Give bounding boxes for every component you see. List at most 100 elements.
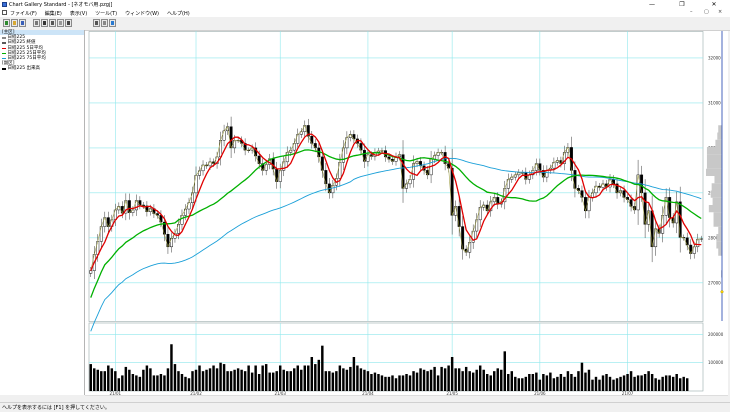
series-item-volume[interactable]: 日経225 出来高 [0,66,84,71]
volume-bar [194,369,198,391]
volume-bar [159,374,163,391]
open-icon[interactable] [11,19,18,27]
y-tick-label: 31000 [708,100,721,105]
menu-file[interactable]: ファイル(F) [10,11,37,17]
volume-profile-bar [721,270,722,278]
copy-icon[interactable] [101,19,108,27]
series-item-close[interactable]: 日経225 終値 [0,40,84,45]
document-icon[interactable] [2,10,7,15]
volume-bar [166,368,170,391]
horizontal-scrollbar[interactable] [85,395,728,403]
series-item-ma75[interactable]: 日経225 75日平均 [0,56,84,61]
minimize-button[interactable]: — [649,1,655,8]
candle-body [219,140,223,158]
volume-profile-bar [714,176,722,184]
candle-body [664,197,668,216]
volume-bar [93,368,96,391]
volume-bar [643,374,647,391]
volume-bar [626,374,629,391]
series-item-ma25[interactable]: 日経225 25日平均 [0,51,84,56]
volume-bar [307,365,310,391]
mdi-restore-button[interactable]: ▢ [704,9,709,15]
cursor-marker [720,290,724,294]
price-chart[interactable]: 27000280002900030000310003200021/0121/02… [85,31,728,396]
volume-bar [103,371,107,391]
volume-bar [436,375,440,391]
volume-bar [591,379,594,391]
candle-body [331,184,335,194]
volume-bar [478,365,482,391]
candle-body [180,215,184,225]
volume-bar [524,376,528,391]
volume-bar [401,375,405,391]
volume-profile-bar [706,147,722,155]
volume-bar [654,378,657,391]
candle-body [278,170,282,182]
volume-bar [222,364,226,391]
grid-icon[interactable] [57,19,64,27]
series-swatch [2,47,6,49]
menu-edit[interactable]: 編集(E) [44,11,62,17]
volume-bar [208,368,212,391]
candle-body [457,206,461,227]
mdi-minimize-button[interactable]: – [690,9,693,15]
volume-bar [191,371,194,391]
volume-bar [117,378,121,391]
x-tick-label: 21/05 [446,391,458,395]
candle-body [580,190,584,198]
delete-icon[interactable] [65,19,72,27]
volume-bar [482,369,485,391]
app-icon [2,2,7,7]
series-item-candles[interactable]: 日経225 [0,35,84,40]
volume-bar [250,372,254,391]
candle-body [629,199,633,207]
volume-bar [573,376,577,391]
zoom-icon[interactable] [109,19,116,27]
series-swatch [2,52,6,55]
menu-window[interactable]: ウィンドウ(W) [125,11,159,17]
series-item-ma5[interactable]: 日経225 5日平均 [0,46,84,51]
volume-bar [142,369,145,391]
volume-bar [412,371,415,391]
chart-area[interactable]: 27000280002900030000310003200021/0121/02… [85,31,728,396]
print-icon[interactable] [93,19,100,27]
main-area-header[interactable]: [主区] [0,30,84,36]
candle-body [177,224,180,234]
series-swatch [2,57,6,60]
volume-bar [107,365,110,391]
volume-profile-bar [706,154,722,162]
close-button[interactable]: ✕ [711,1,717,8]
menu-view[interactable]: 表示(V) [69,11,88,17]
mdi-close-button[interactable]: × [718,9,723,15]
volume-bar [552,378,556,391]
sub-area-header[interactable]: [副区] [2,61,15,67]
volume-bar [605,374,608,391]
menu-tools[interactable]: ツール(T) [95,11,118,17]
candle-body [169,238,173,248]
candle-body [366,154,370,162]
volume-bar [594,376,598,391]
add-icon[interactable] [41,19,48,27]
properties-icon[interactable] [33,19,40,27]
volume-bar [429,369,433,391]
volume-bar [338,365,342,391]
save-icon[interactable] [19,19,26,27]
y-tick-label: 27000 [708,280,721,285]
candle-body [191,192,194,203]
volume-bar [352,357,356,391]
volume-bar [310,357,314,391]
candle-body [310,135,314,144]
volume-bar [503,351,506,391]
menu-help[interactable]: ヘルプ(H) [167,11,190,17]
volume-bar [296,365,299,391]
restore-button[interactable]: ❐ [679,1,685,8]
volume-bar [584,372,587,391]
volume-bar [254,365,257,391]
crosshair-icon[interactable] [49,19,56,27]
window-title: Chart Gallery Standard - [ネオモバ用.pzgj] [9,2,113,8]
candle-body [201,164,205,172]
volume-bar [289,371,292,391]
new-chart-icon[interactable] [3,19,10,27]
volume-bar [236,368,240,391]
volume-bar [415,372,419,391]
